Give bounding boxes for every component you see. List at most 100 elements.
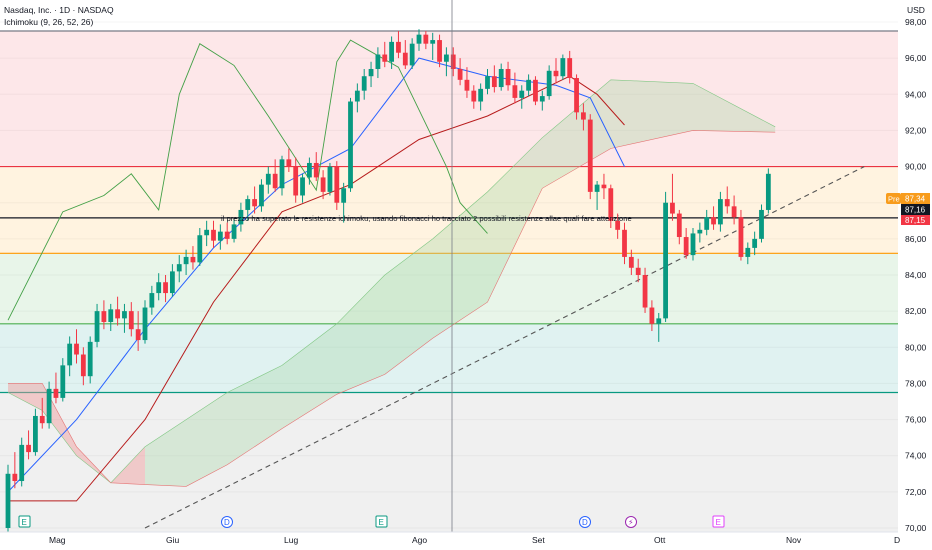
candle: [361, 68, 367, 100]
candle: [163, 275, 168, 303]
candle: [252, 186, 257, 214]
candle: [67, 336, 73, 377]
candle: [430, 32, 436, 60]
candle: [224, 222, 230, 245]
candle: [676, 209, 682, 245]
split-marker[interactable]: ⚡: [625, 516, 637, 528]
candle-body: [272, 173, 278, 189]
candle-body: [539, 96, 545, 102]
candlesticks: [5, 29, 771, 538]
candle: [313, 152, 319, 182]
candle: [53, 372, 59, 404]
candle: [471, 85, 477, 109]
candle: [519, 85, 525, 109]
candle-body: [587, 119, 593, 192]
candle: [259, 179, 264, 212]
y-tick-label: 96,00: [905, 53, 927, 63]
y-tick-label: 90,00: [905, 162, 927, 172]
candle-body: [430, 40, 436, 44]
candle: [581, 103, 586, 131]
candle: [231, 218, 237, 243]
candle-body: [156, 282, 162, 294]
candle-body: [526, 79, 531, 91]
earnings-marker[interactable]: E: [712, 515, 725, 528]
event-markers[interactable]: E D E D ⚡ E: [18, 515, 725, 528]
candle-body: [738, 217, 744, 257]
candle: [622, 222, 627, 265]
candle: [211, 220, 216, 248]
candle-body: [279, 159, 285, 189]
candle-body: [211, 229, 216, 241]
candle: [553, 58, 559, 84]
candle: [587, 114, 593, 200]
prev-value: 87,15: [905, 216, 926, 225]
candle: [217, 224, 223, 250]
x-tick-label: Ott: [654, 535, 666, 545]
candle: [142, 300, 148, 344]
candle: [183, 249, 189, 275]
candle: [690, 228, 696, 261]
dividend-marker[interactable]: D: [221, 516, 233, 528]
svg-text:D: D: [582, 518, 588, 527]
candle: [704, 209, 710, 236]
candle-body: [307, 162, 312, 178]
candle-body: [87, 341, 93, 377]
candle: [286, 148, 292, 172]
candle: [149, 285, 155, 315]
candle-body: [546, 70, 552, 97]
candle-body: [752, 238, 758, 248]
candle: [759, 204, 764, 243]
candle: [464, 67, 470, 98]
dividend-marker[interactable]: D: [579, 516, 591, 528]
candle-body: [670, 202, 675, 214]
candle-body: [293, 166, 299, 196]
candle: [478, 83, 484, 111]
candle: [491, 65, 497, 93]
trendline-dashed[interactable]: [144, 166, 865, 529]
candle-body: [60, 365, 66, 398]
earnings-marker[interactable]: E: [18, 515, 31, 528]
candle: [348, 97, 353, 192]
candle: [416, 29, 422, 51]
candle-body: [457, 68, 463, 80]
candle: [724, 186, 730, 214]
candle: [752, 231, 758, 256]
candle: [745, 242, 751, 265]
candle: [238, 202, 244, 232]
candle-body: [690, 233, 696, 256]
chikou-span-line: [7, 39, 488, 321]
candle-body: [224, 231, 230, 239]
chart-annotation[interactable]: il prezzo ha superato le resistenze ichi…: [221, 214, 632, 223]
svg-text:E: E: [716, 518, 721, 527]
candle: [382, 41, 388, 68]
candle: [122, 303, 127, 333]
candle-body: [217, 231, 223, 241]
candle: [197, 228, 203, 266]
candle-body: [39, 415, 45, 424]
y-tick-label: 74,00: [905, 451, 927, 461]
candle-body: [46, 388, 52, 424]
candle-body: [512, 85, 518, 98]
x-tick-label: Lug: [284, 535, 298, 545]
candle-body: [402, 52, 408, 66]
fib-zone: [0, 323, 898, 393]
candle-body: [409, 43, 415, 66]
candle: [245, 195, 251, 221]
y-tick-label: 92,00: [905, 125, 927, 135]
candle: [375, 47, 381, 79]
candle-body: [533, 79, 538, 102]
x-tick-label: Set: [532, 535, 545, 545]
candle: [697, 222, 703, 243]
candle: [279, 155, 285, 196]
candle: [594, 181, 600, 210]
candle: [444, 47, 449, 77]
candle-body: [464, 79, 470, 91]
candle-body: [348, 101, 353, 189]
candle: [33, 408, 38, 456]
price-axis[interactable]: USD 70,00 72,00 74,00 76,00 78,00 80,00 82,00 8…: [886, 0, 932, 550]
candle: [156, 273, 162, 301]
x-tick-label: Giu: [166, 535, 180, 545]
time-axis[interactable]: Mag Giu Lug Ago Set Ott Nov D: [0, 531, 932, 550]
earnings-marker[interactable]: E: [375, 515, 388, 528]
